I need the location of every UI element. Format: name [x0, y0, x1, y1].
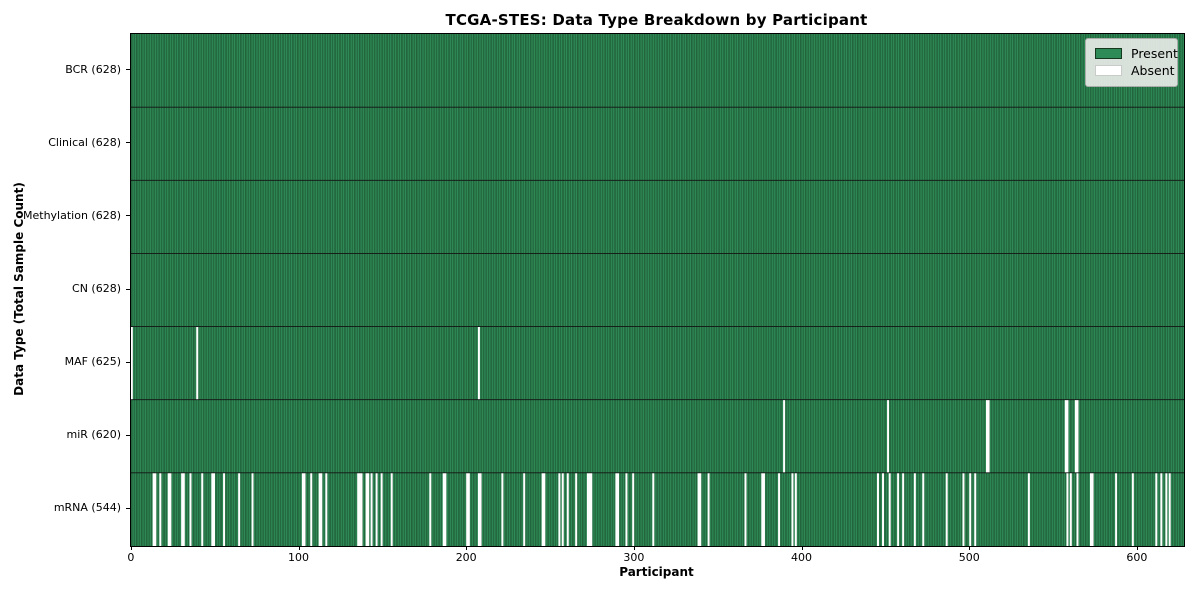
y-tick-mark — [126, 215, 130, 217]
presence-matrix — [131, 34, 1184, 546]
y-tick-label-mRNA: mRNA (544) — [53, 501, 121, 515]
x-tick-label-300: 300 — [623, 551, 645, 564]
x-tick-mark — [298, 546, 300, 550]
x-tick-mark — [130, 546, 132, 550]
y-tick-mark — [126, 142, 130, 144]
present-swatch — [1095, 48, 1122, 59]
y-tick-mark — [126, 288, 130, 290]
legend-item-absent: Absent — [1095, 62, 1175, 79]
y-tick-label-MAF: MAF (625) — [64, 355, 121, 369]
x-tick-mark — [801, 546, 803, 550]
x-axis-label: Participant — [619, 565, 694, 579]
x-tick-label-100: 100 — [288, 551, 309, 564]
y-tick-label-Methylation: Methylation (628) — [23, 208, 121, 222]
x-tick-label-0: 0 — [127, 551, 135, 564]
x-tick-label-400: 400 — [791, 551, 813, 564]
y-tick-label-CN: CN (628) — [72, 282, 121, 295]
x-tick-mark — [969, 546, 971, 550]
y-tick-mark — [126, 69, 130, 71]
x-tick-mark — [466, 546, 468, 550]
y-tick-mark — [126, 507, 130, 509]
x-tick-mark — [1136, 546, 1138, 550]
y-tick-label-Clinical: Clinical (628) — [48, 135, 121, 149]
x-tick-mark — [633, 546, 635, 550]
y-tick-mark — [126, 361, 130, 363]
absent-swatch — [1095, 65, 1122, 76]
plot-area — [130, 33, 1185, 547]
x-axis-ticks: 0 100 200 300 400 500 600 — [127, 546, 1190, 568]
y-tick-label-BCR: BCR (628) — [65, 62, 121, 76]
chart-title: TCGA-STES: Data Type Breakdown by Partic… — [445, 11, 868, 29]
x-tick-label-200: 200 — [455, 551, 477, 564]
legend: Present Absent — [1085, 38, 1178, 87]
x-tick-label-600: 600 — [1126, 551, 1148, 564]
x-tick-label-500: 500 — [958, 551, 980, 564]
legend-label-present: Present — [1131, 46, 1178, 61]
y-tick-mark — [126, 434, 130, 436]
y-tick-label-miR: miR (620) — [66, 428, 122, 442]
y-axis-ticks: BCR (628) Clinical (628) Methylation (628)… — [0, 33, 130, 545]
legend-label-absent: Absent — [1131, 63, 1175, 78]
legend-item-present: Present — [1095, 45, 1178, 62]
